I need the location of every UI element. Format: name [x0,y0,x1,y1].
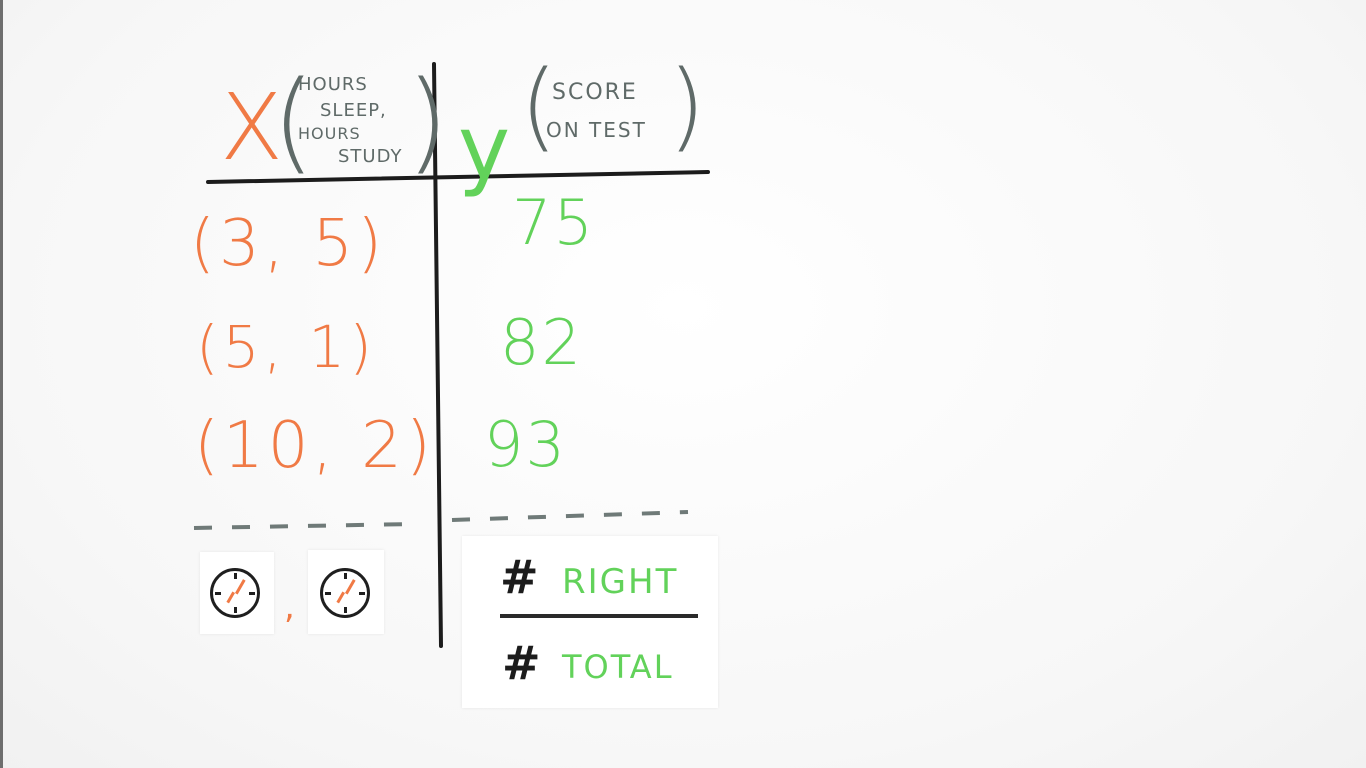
x-desc-close-paren: ) [406,57,449,185]
horizontal-rule [206,170,710,184]
row-3-x: (10, 2) [194,409,435,483]
fraction-bar [500,614,698,618]
denominator-label: TOTAL [562,648,674,686]
dashed-separator-left [193,522,415,530]
row-1-y: 75 [512,186,595,259]
board-edge [0,0,3,768]
x-desc-line-1: HOURS [298,74,368,95]
x-desc-line-3: HOURS [298,124,361,143]
y-description: SCORE ON TEST [546,80,676,160]
x-desc-open-paren: ( [272,57,315,185]
clock-icon [320,568,370,618]
dashed-separator-right [451,510,689,522]
x-desc-line-2: SLEEP, [320,100,387,121]
x-symbol: X [220,74,284,181]
row-2-x: (5, 1) [196,313,376,381]
y-desc-line-2: ON TEST [546,118,647,142]
row-2-y: 82 [500,306,583,379]
numerator-symbol: # [500,550,539,604]
numerator-label: RIGHT [562,562,679,602]
y-desc-close-paren: ) [668,50,706,162]
clock-icon [210,568,260,618]
x-desc-line-4: STUDY [338,146,403,167]
row-1-x: (3, 5) [190,207,387,281]
y-symbol: y [458,96,511,199]
denominator-symbol: # [502,636,541,690]
y-desc-line-1: SCORE [552,80,638,105]
clock-card-2 [308,550,384,634]
accuracy-ratio-card: # RIGHT # TOTAL [462,536,718,708]
y-desc-open-paren: ( [520,50,558,162]
clock-comma: , [284,587,295,627]
x-description: HOURS SLEEP, HOURS STUDY [298,74,428,170]
clock-card-1 [200,552,274,634]
row-3-y: 93 [484,408,567,481]
vertical-rule [432,62,443,648]
